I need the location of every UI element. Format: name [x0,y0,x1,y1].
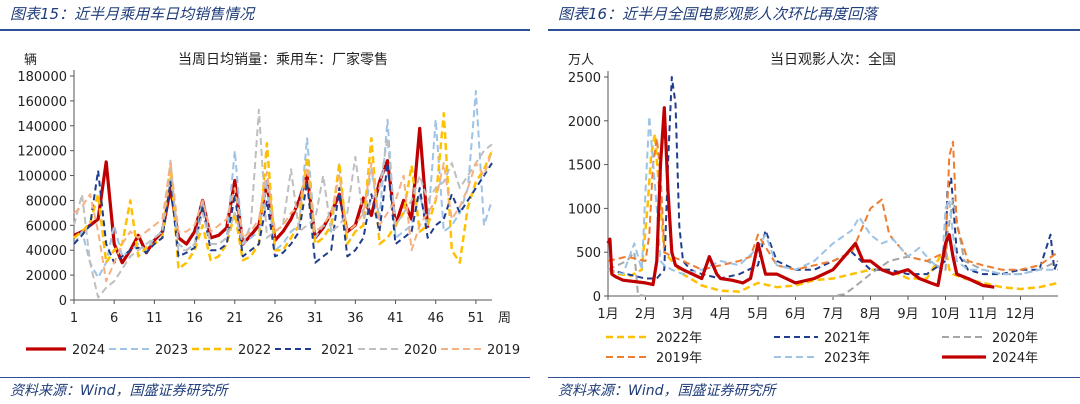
y-tick-label: 100000 [17,170,67,185]
x-tick-label: 12月 [1006,307,1036,322]
x-axis-label: 周 [498,311,511,326]
chart-title: 当日观影人次：全国 [770,51,896,68]
series-line-2023 [73,89,493,279]
x-tick-label: 26 [267,311,284,326]
x-tick-label: 10月 [931,307,961,322]
figure-title-left: 图表15：近半月乘用车日均销售情况 [10,5,255,23]
legend-label: 2024年 [992,351,1038,366]
sales-line-chart: 当周日均销量：乘用车：厂家零售 辆周 0 20000 40000 60000 80000 10… [17,51,520,358]
x-tick-label: 4月 [710,307,731,322]
y-tick-label: 140000 [17,120,67,135]
legend-label: 2022年 [656,331,702,346]
y-tick-label: 0 [59,294,67,309]
x-tick-label: 16 [186,311,203,326]
x-tick-label: 6 [110,311,118,326]
series-line-2019 [607,137,1059,271]
x-tick-label: 7月 [822,307,843,322]
x-tick-label: 1月 [597,307,618,322]
x-tick-label: 51 [468,311,485,326]
series-line-2023 [607,115,1058,276]
legend-label: 2019 [487,343,520,358]
y-tick-label: 500 [576,246,601,261]
y-tick-label: 0 [593,290,601,305]
series-line-2019 [73,150,493,283]
figure-title-right: 图表16：近半月全国电影观影人次环比再度回落 [558,5,878,23]
x-tick-label: 21 [226,311,243,326]
y-tick-label: 2500 [568,71,601,86]
x-tick-label: 11 [146,311,163,326]
x-tick-label: 46 [427,311,444,326]
x-tick-label: 36 [347,311,364,326]
series-line-2024 [606,106,995,289]
legend-label: 2020 [404,343,437,358]
x-tick-label: 2月 [635,307,656,322]
legend-label: 2020年 [992,331,1038,346]
x-tick-label: 31 [307,311,324,326]
chart-title: 当周日均销量：乘用车：厂家零售 [178,51,388,68]
title-rule-right [548,29,1080,31]
y-tick-label: 160000 [17,95,67,110]
left-figure-panel: 图表15：近半月乘用车日均销售情况 当周日均销量：乘用车：厂家零售 辆周 0 2000… [0,0,530,404]
box-office-line-chart: 当日观影人次：全国 万人 0 500 1000 1500 2000 2500 1月 2月 3月 4月 5… [568,51,1059,366]
x-tick-label: 1 [70,311,78,326]
series-line-2022 [607,132,1059,293]
source-rule-left [0,377,530,378]
x-tick-label: 8月 [860,307,881,322]
y-tick-label: 60000 [26,219,67,234]
y-tick-label: 20000 [26,269,67,284]
x-tick-label: 5月 [747,307,768,322]
y-tick-label: 2000 [568,115,601,130]
title-rule-left [0,29,530,31]
y-tick-label: 180000 [17,70,67,85]
right-figure-panel: 图表16：近半月全国电影观影人次环比再度回落 当日观影人次：全国 万人 0 500 10… [548,0,1080,404]
legend-label: 2024 [72,343,105,358]
x-tick-label: 3月 [672,307,693,322]
legend-label: 2019年 [656,351,702,366]
x-tick-label: 41 [387,311,404,326]
source-rule-right [548,377,1080,378]
y-tick-label: 1500 [568,159,601,174]
y-tick-label: 40000 [26,244,67,259]
series-line-2020 [607,198,1059,297]
y-tick-label: 1000 [568,202,601,217]
legend-label: 2022 [238,343,271,358]
legend-label: 2021 [321,343,354,358]
source-note-right: 资料来源：Wind，国盛证券研究所 [558,383,776,399]
legend-label: 2023 [155,343,188,358]
legend-label: 2021年 [824,331,870,346]
series-line-2022 [73,112,494,271]
y-tick-label: 120000 [17,145,67,160]
source-note-left: 资料来源：Wind，国盛证券研究所 [10,383,228,399]
series-line-2020 [73,108,493,299]
series-line-2021 [73,162,493,264]
legend-label: 2023年 [824,351,870,366]
series-line-2021 [607,76,1059,280]
y-axis-label: 辆 [24,53,37,68]
x-tick-label: 11月 [968,307,998,322]
x-tick-label: 6月 [785,307,806,322]
y-tick-label: 80000 [26,194,67,209]
x-tick-label: 9月 [897,307,918,322]
y-axis-label: 万人 [568,53,594,68]
